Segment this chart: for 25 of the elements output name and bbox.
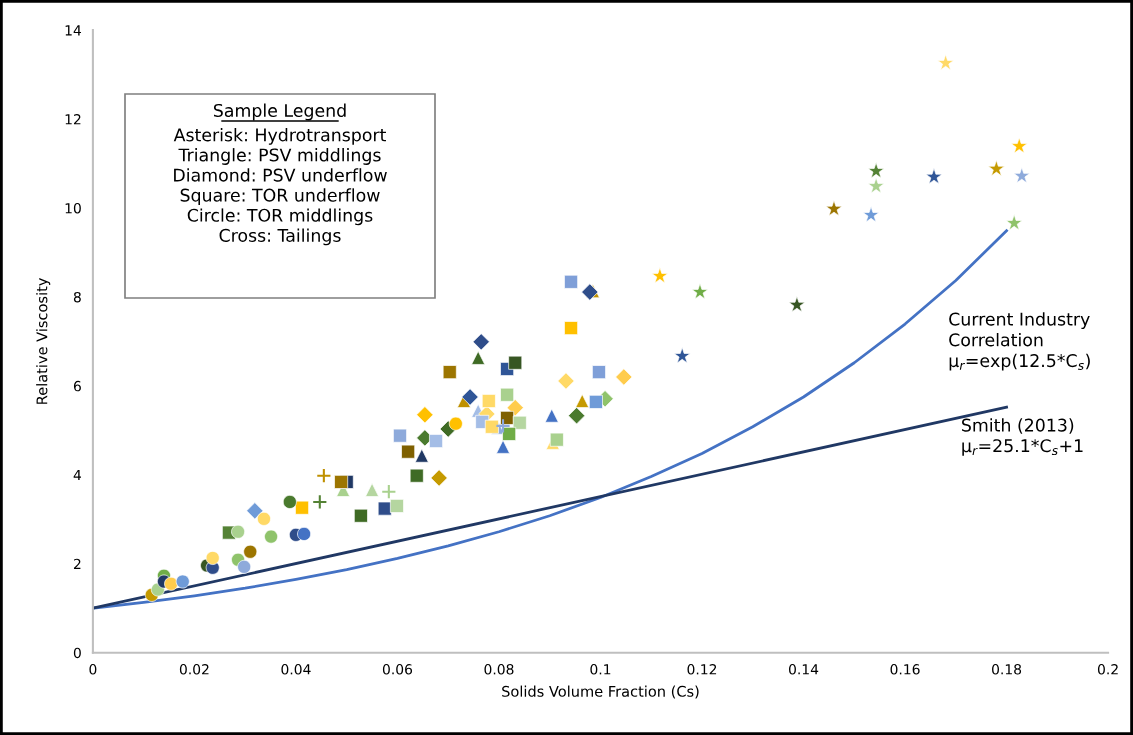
annotation: Smith (2013) μ$_{r}$=25.1*C$_{s}$+1 bbox=[962, 418, 1083, 456]
annotation: Asterisk: Hydrotransport Triangle: PSV middlings Diamond: PSV underflow Square: TOR underflow Circle: TOR middlings Cross: Tailings bbox=[173, 128, 387, 246]
y-tick-label: 10 bbox=[65, 202, 81, 214]
y-tick-label: 6 bbox=[73, 380, 81, 392]
x-tick-label: 0.1 bbox=[590, 664, 611, 675]
y-tick-label: 2 bbox=[73, 558, 81, 570]
x-tick-label: 0.14 bbox=[788, 664, 819, 675]
y-tick-label: 8 bbox=[73, 291, 81, 303]
y-tick-label: 0 bbox=[73, 647, 81, 659]
y-axis-title: Relative Viscosity bbox=[36, 278, 51, 404]
x-tick-label: 0.18 bbox=[992, 664, 1022, 675]
x-tick-label: 0.06 bbox=[382, 664, 413, 675]
x-tick-label: 0.02 bbox=[179, 664, 209, 675]
x-axis-title: Solids Volume Fraction (Cs) bbox=[502, 685, 699, 699]
annotation: Sample Legend bbox=[213, 103, 346, 121]
y-tick-label: 14 bbox=[65, 25, 82, 36]
x-tick-label: 0.08 bbox=[484, 664, 514, 675]
x-tick-label: 0.12 bbox=[687, 664, 717, 675]
x-tick-label: 0.04 bbox=[281, 664, 311, 675]
annotation: Current Industry Correlation μ$_{r}$=exp(12.5*C$_{s}$) bbox=[949, 312, 1090, 371]
x-tick-label: 0.2 bbox=[1097, 664, 1118, 675]
x-tick-label: 0.16 bbox=[890, 664, 920, 675]
y-tick-label: 4 bbox=[73, 469, 82, 481]
y-tick-label: 12 bbox=[65, 114, 81, 125]
x-tick-label: 0 bbox=[89, 664, 97, 675]
